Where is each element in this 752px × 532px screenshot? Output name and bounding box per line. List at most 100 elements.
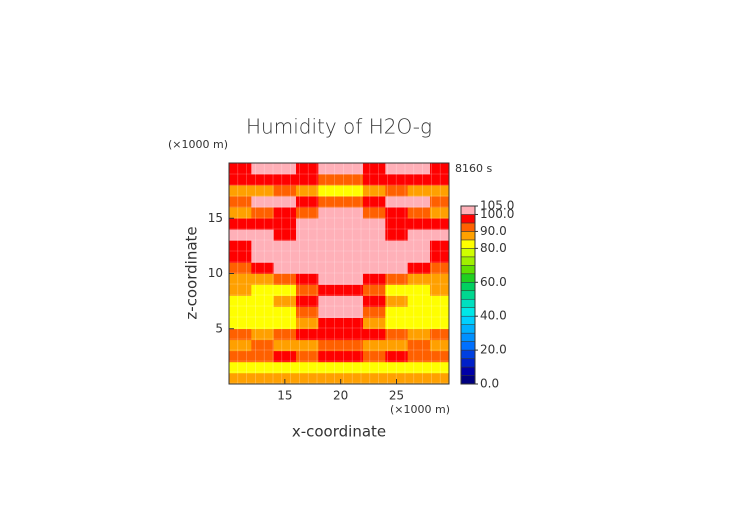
cell [385,229,408,241]
cell [251,372,274,385]
colorbar-band [460,332,476,342]
cell [407,306,431,318]
cell [363,163,386,175]
colorbar-tick-label: 105.0 [480,199,514,213]
cell [229,240,252,252]
cell [407,185,431,197]
cell [407,350,431,363]
cell [229,372,252,385]
cell [229,284,252,296]
colorbar-band [460,315,476,325]
cell [385,350,408,363]
cell [273,262,297,274]
cell [430,185,450,197]
colorbar-band [460,282,476,292]
cell [318,240,341,252]
cell [318,185,341,197]
cell [318,284,341,296]
cell [430,306,450,318]
cell [318,196,341,208]
cell [363,306,386,318]
cell [385,163,408,175]
cell [340,350,364,363]
colorbar-band [460,349,476,359]
cell [340,372,364,385]
cell [430,295,450,307]
cell [318,229,341,241]
field [229,163,450,385]
cell [385,251,408,263]
cell [430,372,450,385]
cell [318,163,341,175]
cell [229,317,252,330]
cell [385,361,408,374]
cell [407,295,431,307]
cell [273,284,297,296]
cell [340,174,364,186]
cell [273,328,297,341]
colorbar-band [460,366,476,376]
cell [251,229,274,241]
cell [430,174,450,186]
colorbar-band [460,341,476,351]
colorbar-band [460,290,476,300]
colorbar-band [460,239,476,249]
cell [273,317,297,330]
cell [385,218,408,230]
cell [251,251,274,263]
cell [229,262,252,274]
cell [385,185,408,197]
cell [251,339,274,352]
cell [318,328,341,341]
y-unit: (×1000 m) [168,138,228,151]
cell [296,361,319,374]
cell [385,207,408,219]
cell [296,207,319,219]
cell [340,251,364,263]
cell [430,262,450,274]
colorbar-frame [460,205,476,385]
cell [273,240,297,252]
colorbar-band [460,256,476,266]
cell [229,196,252,208]
cell [251,284,274,296]
cell [407,372,431,385]
cell [363,350,386,363]
cell [363,229,386,241]
cell [407,251,431,263]
cell [296,262,319,274]
cell [407,284,431,296]
cell [318,317,341,330]
cell [318,295,341,307]
cell [407,328,431,341]
cell [318,339,341,352]
cell [273,361,297,374]
cell [363,196,386,208]
cell [407,174,431,186]
cell [318,350,341,363]
cell [229,273,252,285]
cell [229,185,252,197]
cell [251,273,274,285]
cell [318,361,341,374]
cell [340,317,364,330]
cell [407,273,431,285]
colorbar-band [460,222,476,232]
cell [430,361,450,374]
cell [251,361,274,374]
cell [318,174,341,186]
cell [430,240,450,252]
cell [363,339,386,352]
cell [340,361,364,374]
cell [229,207,252,219]
y-axis-label: z-coordinate [183,226,201,319]
cell [296,350,319,363]
y-tick-label: 5 [215,321,223,335]
colorbar-band [460,298,476,308]
cell [229,339,252,352]
time-label: 8160 s [455,162,492,175]
cell [273,306,297,318]
cell [340,328,364,341]
x-axis-label: x-coordinate [292,423,386,441]
cell [340,262,364,274]
